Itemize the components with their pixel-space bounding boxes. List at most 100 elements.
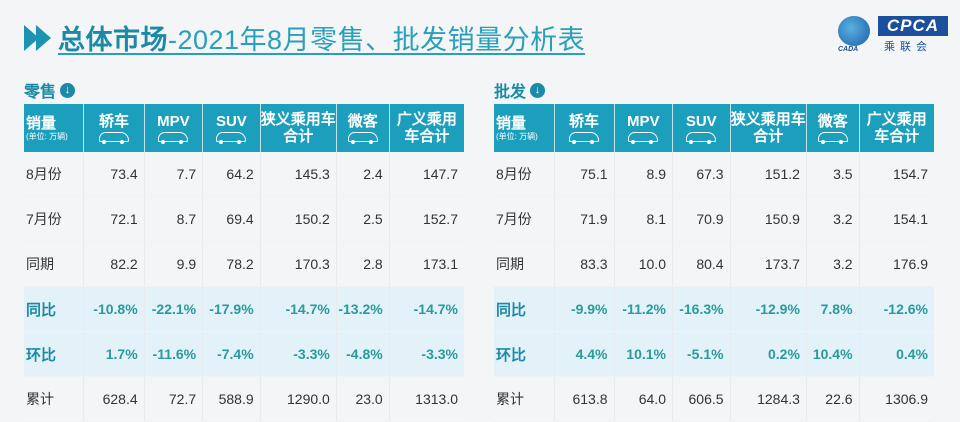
cell-value: 7.8% xyxy=(806,286,860,332)
table-row: 累计 628.4 72.7 588.9 1290.0 23.0 1313.0 xyxy=(24,376,464,422)
cell-value: 64.2 xyxy=(202,152,261,197)
cell-value: 69.4 xyxy=(202,196,261,242)
cell-value: 170.3 xyxy=(260,241,337,287)
row-label: 累计 xyxy=(494,376,555,422)
table-row: 同比 -10.8% -22.1% -17.9% -14.7% -13.2% -14.7% xyxy=(24,286,464,332)
cell-value: 3.2 xyxy=(806,196,860,242)
row-label: 同期 xyxy=(24,241,85,287)
row-label: 8月份 xyxy=(494,152,555,197)
table-row: 环比 1.7% -11.6% -7.4% -3.3% -4.8% -3.3% xyxy=(24,331,464,377)
col-header: MPV xyxy=(614,104,673,152)
cell-value: 145.3 xyxy=(260,152,337,197)
cell-value: 154.1 xyxy=(859,196,934,242)
table-row: 7月份 72.1 8.7 69.4 150.2 2.5 152.7 xyxy=(24,196,464,242)
car-icon xyxy=(212,131,250,144)
cell-value: 8.1 xyxy=(614,196,673,242)
double-chevron-icon xyxy=(24,24,51,51)
cell-value: 3.5 xyxy=(806,152,860,197)
cell-value: 72.1 xyxy=(83,196,145,242)
cell-value: 588.9 xyxy=(202,376,261,422)
row-label: 7月份 xyxy=(24,196,85,242)
cell-value: 147.7 xyxy=(389,152,464,197)
car-icon xyxy=(565,131,603,144)
car-icon xyxy=(624,131,662,144)
cell-value: 7.7 xyxy=(144,152,204,197)
cell-value: -11.2% xyxy=(614,286,673,332)
arrow-down-circle-icon: ↓ xyxy=(60,82,76,98)
col-header: 广义乘用车合计 xyxy=(389,104,464,152)
cell-value: 173.1 xyxy=(389,241,464,287)
cell-value: 628.4 xyxy=(83,376,145,422)
col-header-sales: 销量 (单位: 万辆) xyxy=(494,104,555,152)
cell-value: 152.7 xyxy=(389,196,464,242)
cell-value: -13.2% xyxy=(336,286,390,332)
cell-value: 8.9 xyxy=(614,152,673,197)
cell-value: 173.7 xyxy=(730,241,807,287)
car-icon xyxy=(344,131,382,144)
cell-value: -3.3% xyxy=(389,331,464,377)
cell-value: -5.1% xyxy=(672,331,731,377)
table-row: 同比 -9.9% -11.2% -16.3% -12.9% 7.8% -12.6% xyxy=(494,286,934,332)
cell-value: 2.5 xyxy=(336,196,390,242)
cell-value: 2.4 xyxy=(336,152,390,197)
cell-value: -11.6% xyxy=(144,331,204,377)
cell-value: 10.1% xyxy=(614,331,673,377)
cell-value: -14.7% xyxy=(389,286,464,332)
cell-value: 64.0 xyxy=(614,376,673,422)
retail-section-label: 零售 ↓ xyxy=(24,78,76,102)
retail-table: 销量 (单位: 万辆) 轿车 MPV SUV 狭义乘用车合计 微客 广义乘用车合计 8月份 73.… xyxy=(24,104,464,422)
table-row: 累计 613.8 64.0 606.5 1284.3 22.6 1306.9 xyxy=(494,376,934,422)
row-label: 环比 xyxy=(24,331,85,377)
cell-value: 0.4% xyxy=(859,331,934,377)
cell-value: 4.4% xyxy=(554,331,615,377)
cell-value: -9.9% xyxy=(554,286,615,332)
cell-value: -3.3% xyxy=(260,331,337,377)
globe-icon xyxy=(838,16,870,46)
col-header: 轿车 xyxy=(554,104,615,152)
col-header: 广义乘用车合计 xyxy=(859,104,934,152)
row-label: 环比 xyxy=(494,331,555,377)
col-header: 狭义乘用车合计 xyxy=(260,104,337,152)
col-header: SUV xyxy=(672,104,731,152)
cell-value: 23.0 xyxy=(336,376,390,422)
cell-value: 1306.9 xyxy=(859,376,934,422)
cell-value: 78.2 xyxy=(202,241,261,287)
cell-value: 73.4 xyxy=(83,152,145,197)
cell-value: 1.7% xyxy=(83,331,145,377)
wholesale-table: 销量 (单位: 万辆) 轿车 MPV SUV 狭义乘用车合计 微客 广义乘用车合计 8月份 75.… xyxy=(494,104,934,422)
cell-value: 22.6 xyxy=(806,376,860,422)
cell-value: -7.4% xyxy=(202,331,261,377)
car-icon xyxy=(682,131,720,144)
table-row: 8月份 75.1 8.9 67.3 151.2 3.5 154.7 xyxy=(494,152,934,197)
cell-value: 150.2 xyxy=(260,196,337,242)
cell-value: 10.0 xyxy=(614,241,673,287)
cell-value: 176.9 xyxy=(859,241,934,287)
cell-value: 2.8 xyxy=(336,241,390,287)
col-header: SUV xyxy=(202,104,261,152)
cell-value: -16.3% xyxy=(672,286,731,332)
car-icon xyxy=(814,131,852,144)
col-header: 微客 xyxy=(336,104,390,152)
arrow-down-circle-icon: ↓ xyxy=(530,82,546,98)
cell-value: 3.2 xyxy=(806,241,860,287)
cell-value: -17.9% xyxy=(202,286,261,332)
cell-value: -14.7% xyxy=(260,286,337,332)
row-label: 7月份 xyxy=(494,196,555,242)
header-row: 销量 (单位: 万辆) 轿车 MPV SUV 狭义乘用车合计 微客 广义乘用车合计 xyxy=(24,104,464,152)
cell-value: -12.9% xyxy=(730,286,807,332)
cell-value: 82.2 xyxy=(83,241,145,287)
wholesale-section-label: 批发 ↓ xyxy=(494,78,546,102)
col-header: 狭义乘用车合计 xyxy=(730,104,807,152)
table-row: 8月份 73.4 7.7 64.2 145.3 2.4 147.7 xyxy=(24,152,464,197)
table-row: 7月份 71.9 8.1 70.9 150.9 3.2 154.1 xyxy=(494,196,934,242)
table-row: 同期 82.2 9.9 78.2 170.3 2.8 173.1 xyxy=(24,241,464,287)
row-label: 同比 xyxy=(494,286,555,332)
cpca-logo: CADA CPCA 乘联会 xyxy=(838,14,950,56)
cell-value: 8.7 xyxy=(144,196,204,242)
col-header: 轿车 xyxy=(83,104,145,152)
cell-value: 1290.0 xyxy=(260,376,337,422)
row-label: 累计 xyxy=(24,376,85,422)
cell-value: 10.4% xyxy=(806,331,860,377)
cell-value: -4.8% xyxy=(336,331,390,377)
cell-value: 1313.0 xyxy=(389,376,464,422)
